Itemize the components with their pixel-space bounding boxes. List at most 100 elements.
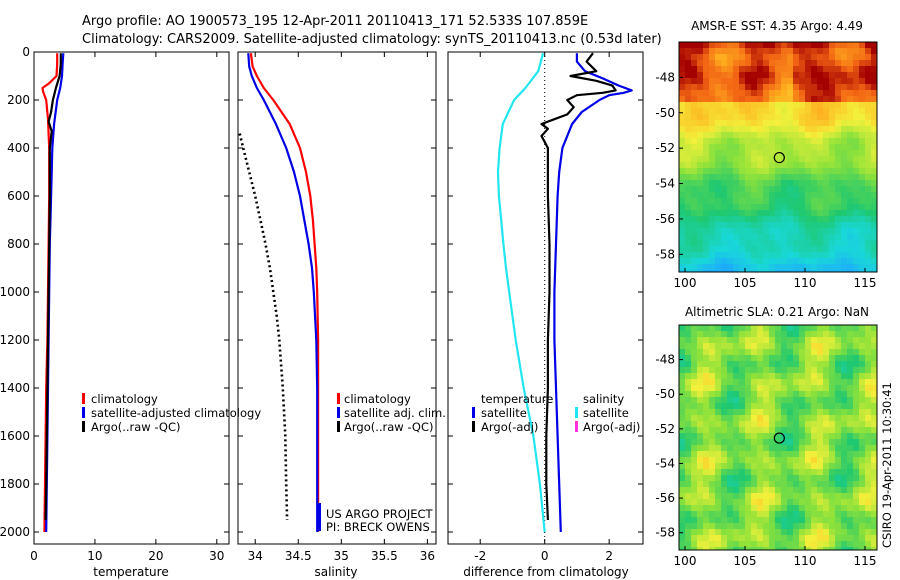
heatmap-cell xyxy=(811,186,818,193)
heatmap-cell xyxy=(799,493,806,500)
heatmap-cell xyxy=(691,427,698,434)
heatmap-cell xyxy=(757,150,764,157)
heatmap-cell xyxy=(739,126,746,133)
heatmap-cell xyxy=(721,48,728,55)
heatmap-cell xyxy=(817,355,824,362)
heatmap-cell xyxy=(739,90,746,97)
heatmap-cell xyxy=(679,90,686,97)
heatmap-cell xyxy=(691,204,698,211)
heatmap-cell xyxy=(775,349,782,356)
heatmap-cell xyxy=(865,391,872,398)
heatmap-cell xyxy=(811,234,818,241)
heatmap-cell xyxy=(769,385,776,392)
heatmap-cell xyxy=(763,240,770,247)
heatmap-cell xyxy=(721,361,728,368)
heatmap-cell xyxy=(823,222,830,229)
heatmap-cell xyxy=(793,511,800,518)
heatmap-cell xyxy=(757,481,764,488)
heatmap-cell xyxy=(703,234,710,241)
heatmap-cell xyxy=(787,246,794,253)
heatmap-cell xyxy=(835,487,842,494)
heatmap-cell xyxy=(799,373,806,380)
heatmap-cell xyxy=(739,228,746,235)
heatmap-cell xyxy=(757,379,764,386)
heatmap-cell xyxy=(733,228,740,235)
heatmap-cell xyxy=(859,258,866,265)
heatmap-cell xyxy=(841,457,848,464)
heatmap-cell xyxy=(787,192,794,199)
heatmap-cell xyxy=(865,403,872,410)
heatmap-cell xyxy=(817,343,824,350)
heatmap-cell xyxy=(793,535,800,542)
heatmap-cell xyxy=(733,475,740,482)
heatmap-cell xyxy=(817,246,824,253)
heatmap-cell xyxy=(769,42,776,49)
heatmap-cell xyxy=(703,547,710,550)
heatmap-cell xyxy=(829,337,836,344)
heatmap-cell xyxy=(781,451,788,458)
heatmap-cell xyxy=(745,180,752,187)
heatmap-cell xyxy=(739,343,746,350)
heatmap-cell xyxy=(733,102,740,109)
heatmap-cell xyxy=(679,355,686,362)
heatmap-cell xyxy=(757,463,764,470)
heatmap-cell xyxy=(697,541,704,548)
heatmap-cell xyxy=(709,186,716,193)
heatmap-cell xyxy=(835,445,842,452)
heatmap-cell xyxy=(793,48,800,55)
heatmap-cell xyxy=(685,391,692,398)
heatmap-cell xyxy=(847,78,854,85)
heatmap-cell xyxy=(865,505,872,512)
heatmap-cell xyxy=(757,114,764,121)
heatmap-cell xyxy=(799,457,806,464)
heatmap-cell xyxy=(817,535,824,542)
heatmap-cell xyxy=(691,168,698,175)
heatmap-cell xyxy=(811,409,818,416)
heatmap-cell xyxy=(751,246,758,253)
heatmap-cell xyxy=(823,270,830,272)
heatmap-cell xyxy=(715,162,722,169)
sst-heatmap xyxy=(679,42,877,272)
heatmap-cell xyxy=(709,361,716,368)
heatmap-cell xyxy=(763,433,770,440)
heatmap-cell xyxy=(793,433,800,440)
heatmap-cell xyxy=(853,331,860,338)
heatmap-cell xyxy=(853,451,860,458)
heatmap-cell xyxy=(733,42,740,49)
heatmap-cell xyxy=(757,433,764,440)
heatmap-cell xyxy=(721,325,728,332)
heatmap-cell xyxy=(847,451,854,458)
heatmap-cell xyxy=(769,198,776,205)
y-tick-label: -58 xyxy=(655,247,675,261)
heatmap-cell xyxy=(691,96,698,103)
heatmap-cell xyxy=(793,379,800,386)
heatmap-cell xyxy=(805,445,812,452)
heatmap-cell xyxy=(769,234,776,241)
heatmap-cell xyxy=(715,415,722,422)
heatmap-cell xyxy=(793,331,800,338)
heatmap-cell xyxy=(727,252,734,259)
heatmap-cell xyxy=(817,78,824,85)
heatmap-cell xyxy=(793,445,800,452)
y-tick-label: 600 xyxy=(7,189,30,203)
heatmap-cell xyxy=(811,451,818,458)
heatmap-cell xyxy=(763,529,770,536)
heatmap-cell xyxy=(769,331,776,338)
heatmap-cell xyxy=(733,186,740,193)
heatmap-cell xyxy=(871,445,877,452)
heatmap-cell xyxy=(727,60,734,67)
heatmap-cell xyxy=(787,174,794,181)
heatmap-cell xyxy=(847,270,854,272)
heatmap-cell xyxy=(817,349,824,356)
heatmap-cell xyxy=(817,132,824,139)
heatmap-cell xyxy=(703,96,710,103)
heatmap-cell xyxy=(793,42,800,49)
heatmap-cell xyxy=(811,120,818,127)
heatmap-cell xyxy=(841,427,848,434)
heatmap-cell xyxy=(823,174,830,181)
legend-label-temp-satellite: satellite xyxy=(481,406,527,420)
heatmap-cell xyxy=(841,258,848,265)
heatmap-cell xyxy=(757,192,764,199)
heatmap-cell xyxy=(763,355,770,362)
heatmap-cell xyxy=(775,180,782,187)
